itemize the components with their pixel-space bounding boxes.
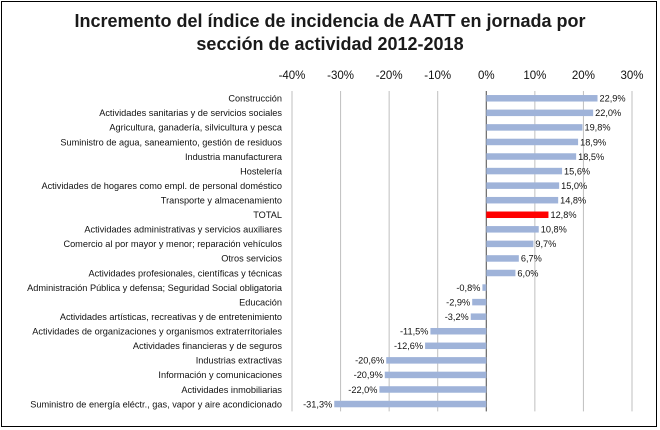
x-tick-label: -20% bbox=[376, 70, 403, 82]
chart-title: Incremento del índice de incidencia de A… bbox=[2, 10, 658, 56]
bar bbox=[486, 95, 598, 102]
data-label: -12,6% bbox=[394, 341, 423, 351]
x-tick-label: 0% bbox=[478, 70, 495, 82]
chart-title-line-2: sección de actividad 2012-2018 bbox=[196, 34, 464, 54]
data-label: 22,9% bbox=[600, 94, 626, 104]
category-label: Industrias extractivas bbox=[196, 356, 283, 366]
data-label: -3,2% bbox=[445, 312, 469, 322]
data-label: 12,8% bbox=[550, 210, 576, 220]
data-label: 14,8% bbox=[560, 196, 586, 206]
bar bbox=[486, 211, 549, 219]
category-label: Industria manufacturera bbox=[185, 152, 283, 162]
data-label: 6,0% bbox=[517, 268, 538, 278]
category-label: TOTAL bbox=[253, 210, 282, 220]
bar bbox=[486, 138, 579, 146]
bar bbox=[486, 196, 559, 204]
x-tick-label: -30% bbox=[327, 70, 354, 82]
bar bbox=[486, 226, 539, 233]
category-label: Actividades sanitarias y de servicios so… bbox=[99, 108, 282, 118]
category-label: Actividades de hogares como empl. de per… bbox=[41, 181, 282, 191]
data-label: 19,8% bbox=[584, 123, 610, 133]
bar bbox=[486, 182, 560, 189]
category-label: Actividades profesionales, científicas y… bbox=[88, 268, 282, 278]
data-label: -31,3% bbox=[303, 399, 332, 409]
bar bbox=[472, 298, 487, 306]
x-tick-label: 10% bbox=[523, 70, 546, 82]
category-label: Actividades inmobiliarias bbox=[181, 385, 282, 395]
category-label: Actividades administrativas y servicios … bbox=[84, 225, 282, 235]
category-label: Hostelería bbox=[240, 166, 283, 176]
data-label: 6,7% bbox=[521, 254, 542, 264]
data-label: -22,0% bbox=[348, 385, 377, 395]
data-label: 18,9% bbox=[580, 137, 606, 147]
bar bbox=[470, 313, 487, 320]
bar bbox=[425, 342, 487, 350]
data-label: 9,7% bbox=[535, 239, 556, 249]
data-label: 15,6% bbox=[564, 166, 590, 176]
category-label: Suministro de agua, saneamiento, gestión… bbox=[60, 137, 282, 147]
bar bbox=[486, 167, 563, 175]
bar bbox=[386, 357, 487, 364]
data-label: -20,9% bbox=[354, 370, 383, 380]
bar bbox=[384, 371, 487, 379]
data-label: -2,9% bbox=[446, 297, 470, 307]
category-label: Actividades de organizaciones y organism… bbox=[32, 327, 282, 337]
bar bbox=[482, 284, 487, 291]
data-label: 18,5% bbox=[578, 152, 604, 162]
bar bbox=[486, 240, 534, 248]
category-label: Administración Pública y defensa; Seguri… bbox=[27, 283, 283, 293]
category-label: Suministro de energía eléctr., gas, vapo… bbox=[30, 399, 282, 409]
category-label: Transporte y almacenamiento bbox=[161, 196, 282, 206]
data-label: 10,8% bbox=[541, 225, 567, 235]
category-label: Otros servicios bbox=[221, 254, 282, 264]
bar bbox=[486, 255, 519, 262]
x-tick-label: -10% bbox=[424, 70, 451, 82]
bar bbox=[486, 153, 577, 160]
chart-title-line-1: Incremento del índice de incidencia de A… bbox=[74, 11, 586, 31]
data-label: 15,0% bbox=[561, 181, 587, 191]
x-tick-label: 30% bbox=[620, 70, 643, 82]
category-label: Información y comunicaciones bbox=[158, 370, 282, 380]
category-label: Educación bbox=[239, 297, 282, 307]
bar bbox=[486, 269, 516, 277]
x-tick-label: 20% bbox=[572, 70, 595, 82]
category-label: Actividades financieras y de seguros bbox=[133, 341, 283, 351]
data-label: -20,6% bbox=[355, 356, 384, 366]
bar bbox=[486, 109, 594, 117]
x-tick-label: -40% bbox=[279, 70, 306, 82]
category-label: Comercio al por mayor y menor; reparació… bbox=[63, 239, 282, 249]
data-label: -0,8% bbox=[456, 283, 480, 293]
data-label: 22,0% bbox=[595, 108, 621, 118]
bar bbox=[334, 400, 487, 408]
bar bbox=[486, 124, 583, 131]
bar bbox=[379, 386, 487, 393]
data-label: -11,5% bbox=[400, 327, 428, 337]
bar bbox=[430, 327, 487, 335]
category-label: Actividades artísticas, recreativas y de… bbox=[60, 312, 282, 322]
category-label: Construcción bbox=[228, 94, 282, 104]
category-label: Agricultura, ganadería, silvicultura y p… bbox=[109, 123, 282, 133]
